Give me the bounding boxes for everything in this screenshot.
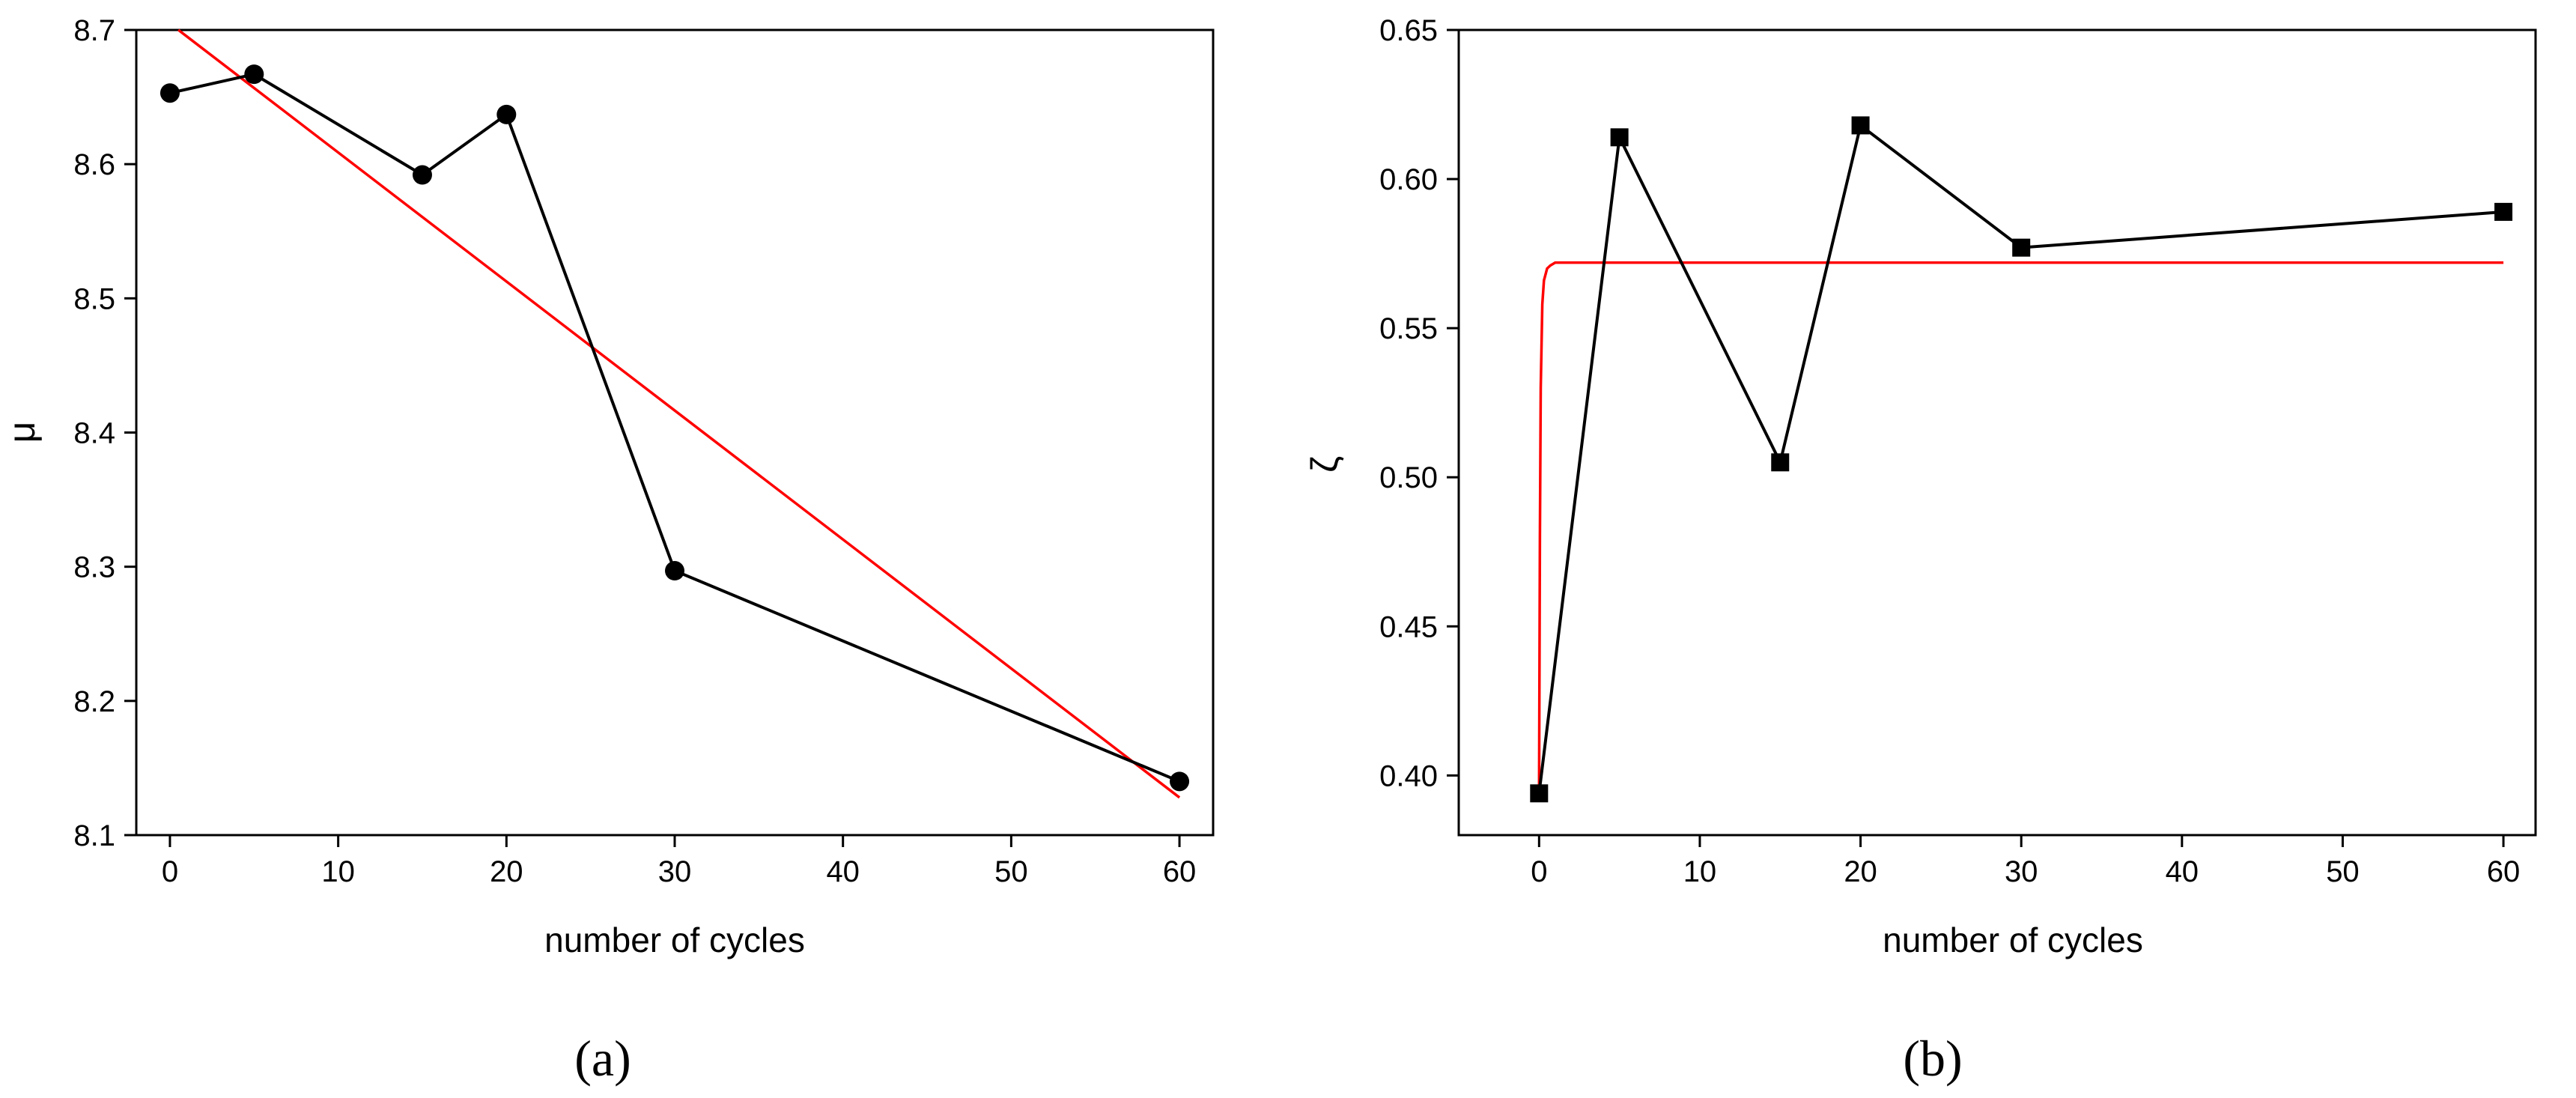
chart-b-series — [1537, 122, 2504, 794]
chart-b-xtick-label: 50 — [2326, 855, 2360, 888]
chart-a-xtick-label: 50 — [994, 855, 1028, 888]
chart-a: 0 10 20 30 40 50 60 8.1 8.2 8.3 8.4 8.5 8.6 8.7 numb… — [1, 14, 1215, 1087]
chart-b-ytick-label: 0.40 — [1379, 759, 1438, 792]
chart-a-ytick-label: 8.7 — [73, 14, 115, 47]
chart-b-fit — [1537, 261, 2504, 788]
chart-a-ytick-label: 8.1 — [73, 819, 115, 852]
chart-b-ytick-label: 0.55 — [1379, 312, 1438, 345]
chart-a-data-point — [1170, 771, 1190, 792]
chart-a-points — [160, 64, 1190, 792]
chart-b-frame — [1457, 28, 2537, 837]
chart-a-xtick-label: 30 — [658, 855, 692, 888]
chart-b-xtick-label: 30 — [2005, 855, 2038, 888]
chart-b-ytick-label: 0.65 — [1379, 14, 1438, 47]
chart-a-xticks: 0 10 20 30 40 50 60 — [162, 835, 1197, 888]
chart-b-ytick-label: 0.50 — [1379, 461, 1438, 494]
chart-b-data-point — [1610, 128, 1629, 147]
chart-b-xticks: 0 10 20 30 40 50 60 — [1531, 835, 2520, 888]
chart-a-ylabel: μ — [1, 422, 43, 443]
chart-a-data-point — [160, 83, 180, 103]
chart-b-xtick-label: 40 — [2166, 855, 2199, 888]
chart-a-ytick-label: 8.4 — [73, 417, 115, 450]
chart-a-xtick-label: 20 — [490, 855, 523, 888]
chart-b-fit-line — [1537, 261, 2504, 788]
chart-a-ytick-label: 8.5 — [73, 282, 115, 315]
chart-b-data-point — [1771, 453, 1790, 472]
chart-a-xtick-label: 10 — [321, 855, 355, 888]
chart-b-xlabel: number of cycles — [1883, 920, 2143, 959]
chart-a-ytick-label: 8.3 — [73, 551, 115, 584]
chart-a-series-line — [169, 72, 1180, 783]
chart-b-caption: (b) — [1903, 1030, 1962, 1087]
chart-b-ytick-label: 0.45 — [1379, 610, 1438, 643]
chart-b-data-point — [1530, 784, 1549, 803]
chart-b-data-point — [2012, 238, 2031, 257]
chart-b-xtick-label: 10 — [1683, 855, 1717, 888]
chart-a-data-point — [665, 561, 684, 581]
chart-a-xlabel: number of cycles — [544, 920, 805, 959]
chart-a-data-point — [244, 64, 264, 85]
chart-a-fit-line — [177, 28, 1181, 799]
chart-b-xtick-label: 0 — [1531, 855, 1547, 888]
chart-a-data-point — [496, 104, 517, 124]
chart-b-data-point — [1851, 116, 1870, 135]
chart-b-xtick-label: 60 — [2487, 855, 2521, 888]
chart-b-data-point — [2494, 202, 2513, 221]
chart-b-points — [1530, 116, 2513, 803]
chart-a-yticks: 8.1 8.2 8.3 8.4 8.5 8.6 8.7 — [73, 14, 136, 852]
chart-b-ytick-label: 0.60 — [1379, 163, 1438, 196]
chart-b-ylabel: ζ — [1304, 456, 1346, 473]
chart-b-series-line — [1537, 122, 2504, 794]
chart-a-frame — [135, 28, 1215, 837]
chart-a-fit — [177, 28, 1181, 799]
chart-b-xtick-label: 20 — [1844, 855, 1877, 888]
chart-a-series — [169, 72, 1180, 783]
chart-a-ytick-label: 8.6 — [73, 148, 115, 181]
chart-a-xtick-label: 40 — [826, 855, 860, 888]
chart-b: 0 10 20 30 40 50 60 0.40 0.45 0.50 0.55 0.60 0.65 n… — [1304, 14, 2537, 1087]
chart-a-xtick-label: 0 — [162, 855, 178, 888]
chart-a-caption: (a) — [574, 1030, 631, 1087]
chart-a-data-point — [412, 165, 432, 185]
chart-b-yticks: 0.40 0.45 0.50 0.55 0.60 0.65 — [1379, 14, 1459, 792]
chart-a-xtick-label: 60 — [1163, 855, 1197, 888]
chart-a-ytick-label: 8.2 — [73, 685, 115, 718]
